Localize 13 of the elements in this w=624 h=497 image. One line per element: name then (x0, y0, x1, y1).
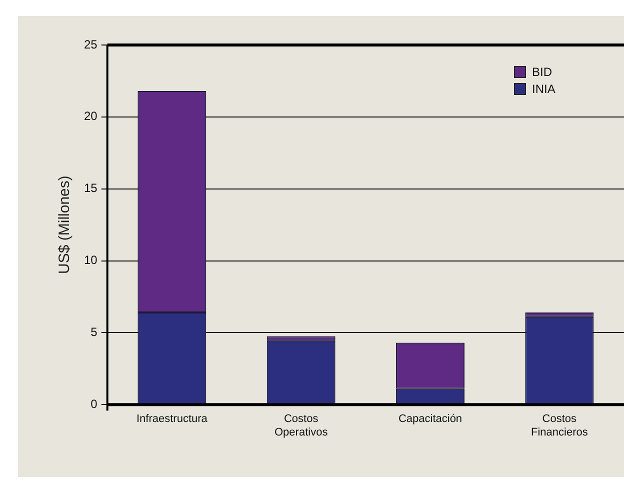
y-tick-label: 5 (90, 324, 98, 339)
y-tick-label: 0 (90, 396, 98, 411)
y-tick-label: 20 (84, 109, 98, 124)
legend-label: INIA (532, 82, 556, 96)
y-axis-title: US$ (Millones) (56, 176, 74, 274)
x-tick-label: Infraestructura (136, 413, 208, 426)
x-tick-label: Capacitación (398, 413, 462, 426)
y-tick-label: 15 (84, 181, 98, 196)
x-tick-label: Costos Operativos (274, 413, 328, 438)
y-tick-label: 25 (84, 37, 98, 52)
legend-label: BID (532, 64, 552, 78)
x-tick-label: Costos Financieros (530, 413, 588, 438)
y-tick-label: 10 (84, 253, 98, 268)
